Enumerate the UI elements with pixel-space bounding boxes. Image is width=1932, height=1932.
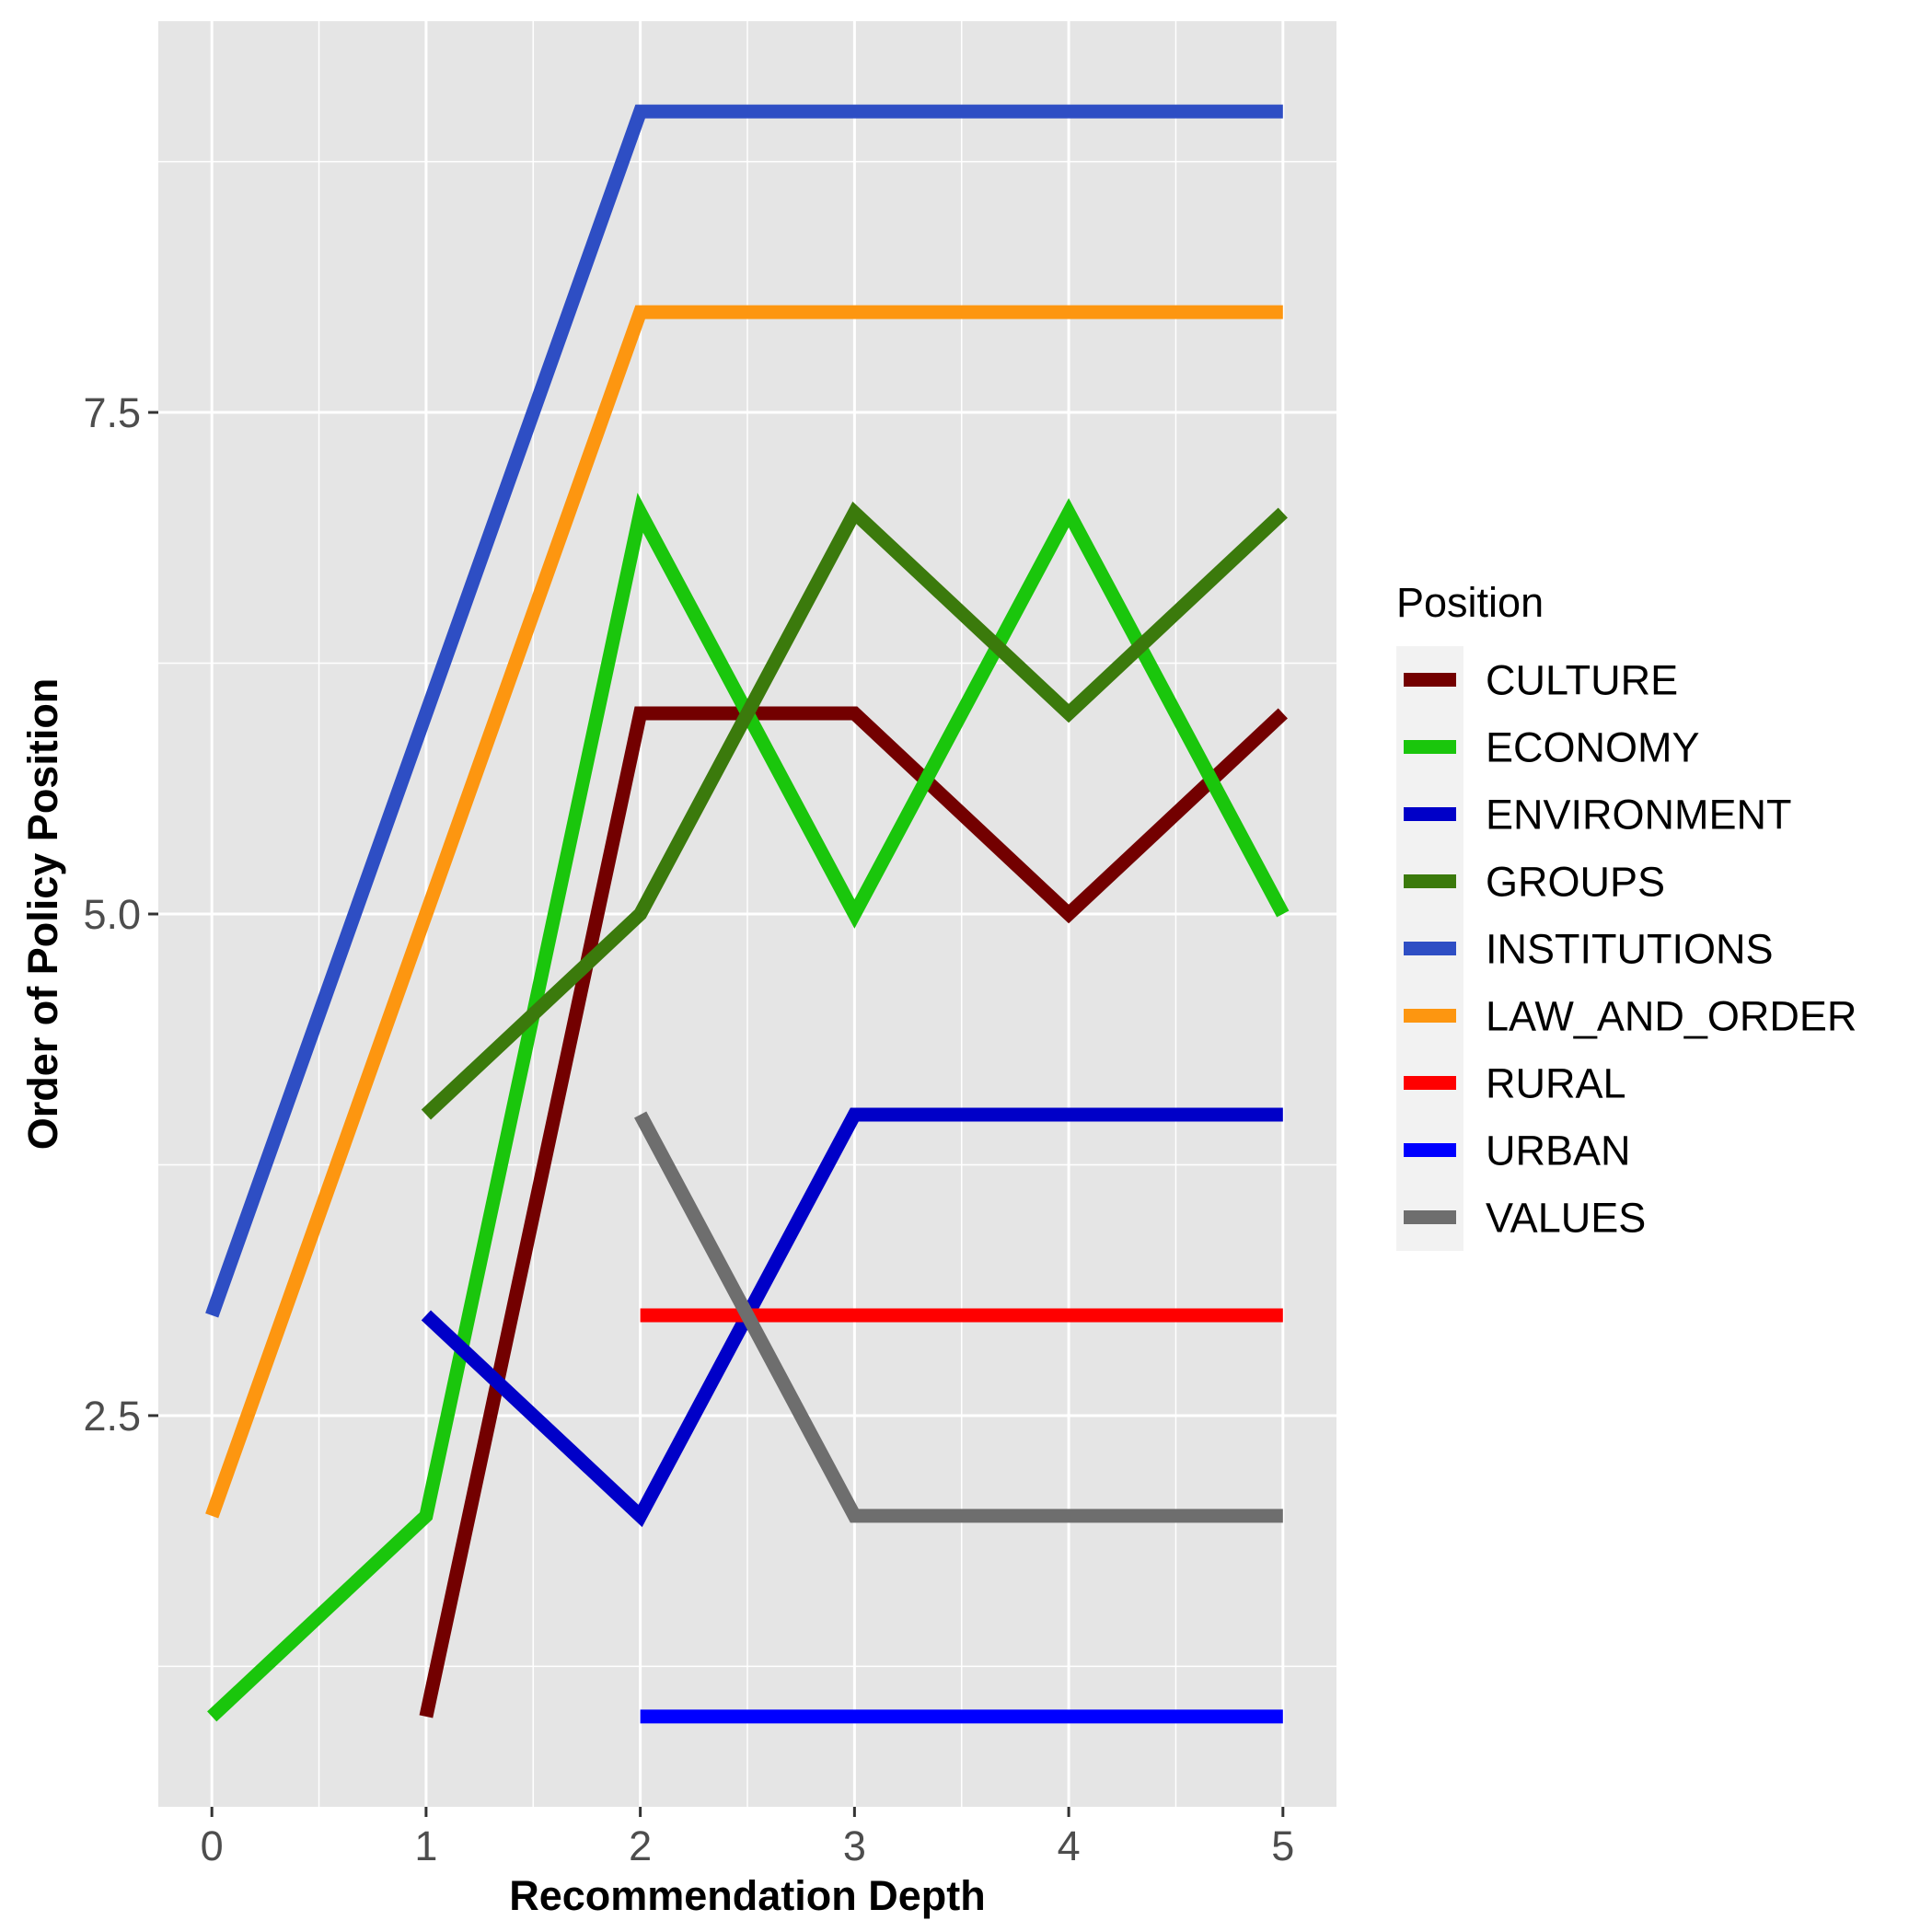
- legend-label: INSTITUTIONS: [1486, 926, 1774, 973]
- legend-item: GROUPS: [1404, 859, 1665, 906]
- axes: 0 1 2 3 4 5 2.5 5.0 7.5: [83, 389, 1294, 1869]
- legend-item: CULTURE: [1404, 657, 1678, 704]
- series-line-law-and-order: [205, 305, 1283, 1519]
- y-tick-label: 2.5: [83, 1393, 141, 1440]
- x-tick-label: 0: [201, 1822, 224, 1869]
- legend-label: ENVIRONMENT: [1486, 792, 1792, 839]
- y-axis-title: Order of Policy Position: [19, 678, 66, 1151]
- legend-label: ECONOMY: [1486, 724, 1700, 771]
- legend-label: RURAL: [1486, 1060, 1626, 1107]
- legend-label: CULTURE: [1486, 657, 1678, 704]
- legend: Position CULTURE ECONOMY ENVIRONMENT GROUPS…: [1396, 579, 1857, 1251]
- legend-label: LAW_AND_ORDER: [1486, 993, 1857, 1040]
- y-tick-label: 7.5: [83, 389, 141, 436]
- series-lines: [205, 104, 1290, 1724]
- series-line-values: [634, 1111, 1283, 1523]
- legend-item: VALUES: [1404, 1195, 1646, 1242]
- x-tick-label: 3: [843, 1822, 866, 1869]
- legend-label: URBAN: [1486, 1128, 1631, 1174]
- x-tick-label: 1: [414, 1822, 437, 1869]
- legend-item: URBAN: [1404, 1128, 1631, 1174]
- legend-label: GROUPS: [1486, 859, 1665, 906]
- legend-title: Position: [1396, 579, 1544, 626]
- series-line-environment: [421, 1107, 1283, 1528]
- series-line-groups: [421, 501, 1288, 1120]
- legend-item: INSTITUTIONS: [1404, 926, 1774, 973]
- legend-item: LAW_AND_ORDER: [1404, 993, 1857, 1040]
- legend-label: VALUES: [1486, 1195, 1646, 1242]
- x-tick-label: 2: [629, 1822, 652, 1869]
- series-line-culture: [419, 706, 1288, 1718]
- y-tick-label: 5.0: [83, 891, 141, 938]
- legend-item: RURAL: [1404, 1060, 1626, 1107]
- series-line-institutions: [205, 104, 1283, 1318]
- legend-item: ECONOMY: [1404, 724, 1700, 771]
- x-tick-label: 5: [1271, 1822, 1294, 1869]
- x-tick-label: 4: [1058, 1822, 1081, 1869]
- legend-items: CULTURE ECONOMY ENVIRONMENT GROUPS INSTITUTI…: [1404, 657, 1857, 1242]
- legend-item: ENVIRONMENT: [1404, 792, 1792, 839]
- x-axis-title: Recommendation Depth: [509, 1872, 986, 1919]
